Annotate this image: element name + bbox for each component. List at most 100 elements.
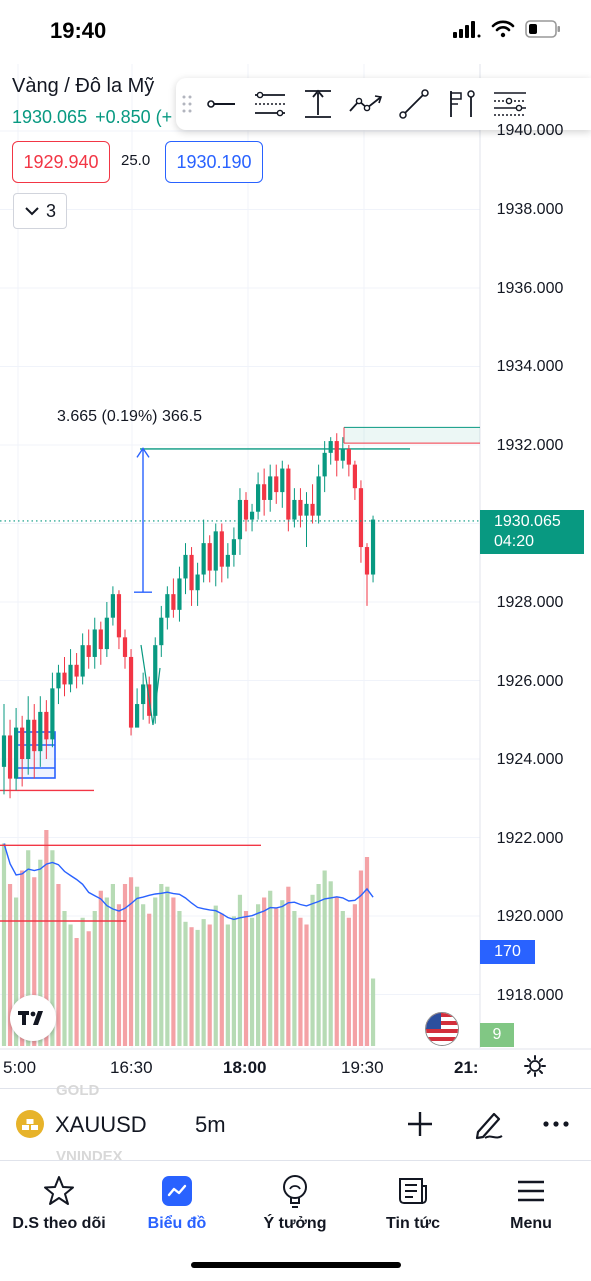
candle-body	[50, 688, 55, 740]
hamburger-icon	[518, 1180, 544, 1202]
volume-bar	[80, 917, 85, 1046]
volume-bar	[98, 890, 103, 1046]
chart-area[interactable]	[0, 64, 591, 1088]
candle-body	[219, 531, 224, 567]
sell-button[interactable]: 1929.940	[12, 141, 110, 183]
pitchfork-tool[interactable]	[486, 78, 534, 130]
volume-bar	[213, 905, 218, 1046]
candle-body	[316, 476, 321, 516]
tab-ideas[interactable]: Ý tưởng	[236, 1173, 354, 1233]
us-flag-graphic	[426, 1013, 458, 1045]
candle-body	[225, 554, 230, 567]
volume-bar	[147, 913, 152, 1046]
status-time: 19:40	[50, 18, 107, 43]
candle-body	[20, 727, 25, 759]
trend-segment	[152, 667, 161, 726]
candle-body	[128, 656, 134, 728]
volume-bar	[141, 904, 146, 1046]
price-axis-label: 1928.000	[496, 594, 564, 611]
candle-body	[334, 441, 339, 461]
candle-body	[328, 441, 333, 453]
volume-bar	[237, 894, 243, 1046]
time-axis-label: 5:00	[3, 1058, 37, 1077]
candle-body	[231, 539, 236, 555]
symbol-name-button[interactable]: XAUUSD	[55, 1112, 147, 1137]
us-flag-icon[interactable]	[425, 1012, 459, 1046]
candle-body	[346, 448, 351, 465]
tab-menu[interactable]: Menu	[472, 1173, 590, 1233]
horizontal-line-tool[interactable]	[198, 78, 246, 130]
volume-bar	[14, 897, 19, 1046]
volume-bar	[340, 911, 345, 1046]
home-indicator	[191, 1262, 401, 1268]
symbol-title: Vàng / Đô la Mỹ	[12, 75, 155, 97]
volume-bar	[92, 911, 97, 1046]
candle-body	[56, 672, 61, 689]
volume-bar	[292, 911, 297, 1046]
candle-body	[310, 503, 315, 516]
path-tool[interactable]	[342, 78, 390, 130]
interval-button[interactable]: 5m	[195, 1112, 226, 1137]
candle-body	[159, 617, 164, 646]
volume-bar	[274, 908, 279, 1046]
candle-body	[280, 468, 285, 493]
time-axis-label: 19:30	[341, 1058, 384, 1077]
price-axis-label: 1926.000	[496, 673, 564, 690]
candle-body	[292, 499, 297, 520]
parallel-channel-tool[interactable]	[246, 78, 294, 130]
candle-body	[98, 629, 103, 650]
drawing-button[interactable]	[470, 1106, 506, 1142]
price-chart[interactable]	[0, 64, 591, 1088]
candle-body	[92, 629, 97, 657]
volume-bar	[219, 913, 224, 1046]
volume-bar	[38, 859, 43, 1046]
add-button[interactable]	[402, 1106, 438, 1142]
fib-retracement-tool[interactable]	[438, 78, 486, 130]
tab-label: Biểu đồ	[147, 1215, 207, 1232]
volume-bar	[128, 877, 134, 1046]
volume-bar	[322, 870, 327, 1046]
candle-body	[322, 452, 327, 477]
volume-bar	[189, 927, 194, 1046]
toolbar-grip[interactable]	[176, 78, 198, 130]
volume-bar	[32, 877, 37, 1046]
volume-bar	[370, 978, 376, 1046]
volume-bar	[104, 897, 109, 1046]
price-axis-label: 1924.000	[496, 751, 564, 768]
volume-bar	[44, 830, 49, 1046]
volume-bar	[286, 886, 291, 1046]
more-button[interactable]	[538, 1106, 574, 1142]
signal-icon	[453, 21, 481, 38]
candle-body	[274, 476, 279, 493]
price-axis-label: 1920.000	[496, 908, 564, 925]
trend-segment	[140, 644, 154, 726]
volume-bar	[110, 884, 115, 1046]
volume-bar	[62, 911, 67, 1046]
volume-bar	[20, 870, 25, 1046]
volume-bar	[74, 938, 79, 1046]
tradingview-logo[interactable]	[10, 995, 56, 1041]
indicators-toggle[interactable]: 3	[13, 193, 67, 229]
plus-icon	[408, 1112, 432, 1136]
fib-retracement-icon	[450, 90, 475, 117]
volume-bar	[328, 881, 333, 1046]
volume-bar	[352, 904, 357, 1046]
volume-bar	[153, 897, 158, 1046]
buy-button[interactable]: 1930.190	[165, 141, 263, 183]
candle-body	[195, 574, 200, 591]
tab-news[interactable]: Tin tức	[354, 1173, 472, 1233]
tab-watchlist[interactable]: D.S theo dõi	[0, 1173, 118, 1233]
chart-settings-button[interactable]	[523, 1054, 547, 1083]
candle-body	[262, 484, 267, 500]
ghost-symbol-above: GOLD	[56, 1082, 100, 1099]
symbol-bar	[0, 1088, 591, 1161]
last-price: 1930.065	[12, 107, 88, 127]
trend-line-tool[interactable]	[390, 78, 438, 130]
volume-badge: 9	[480, 1023, 514, 1047]
tab-chart[interactable]: Biểu đồ	[118, 1173, 236, 1233]
measure-arrowhead	[136, 447, 150, 458]
candle-body	[268, 476, 273, 500]
price-range-tool[interactable]	[294, 78, 342, 130]
parallel-channel-icon	[255, 91, 285, 117]
price-axis-label: 1938.000	[496, 201, 564, 218]
